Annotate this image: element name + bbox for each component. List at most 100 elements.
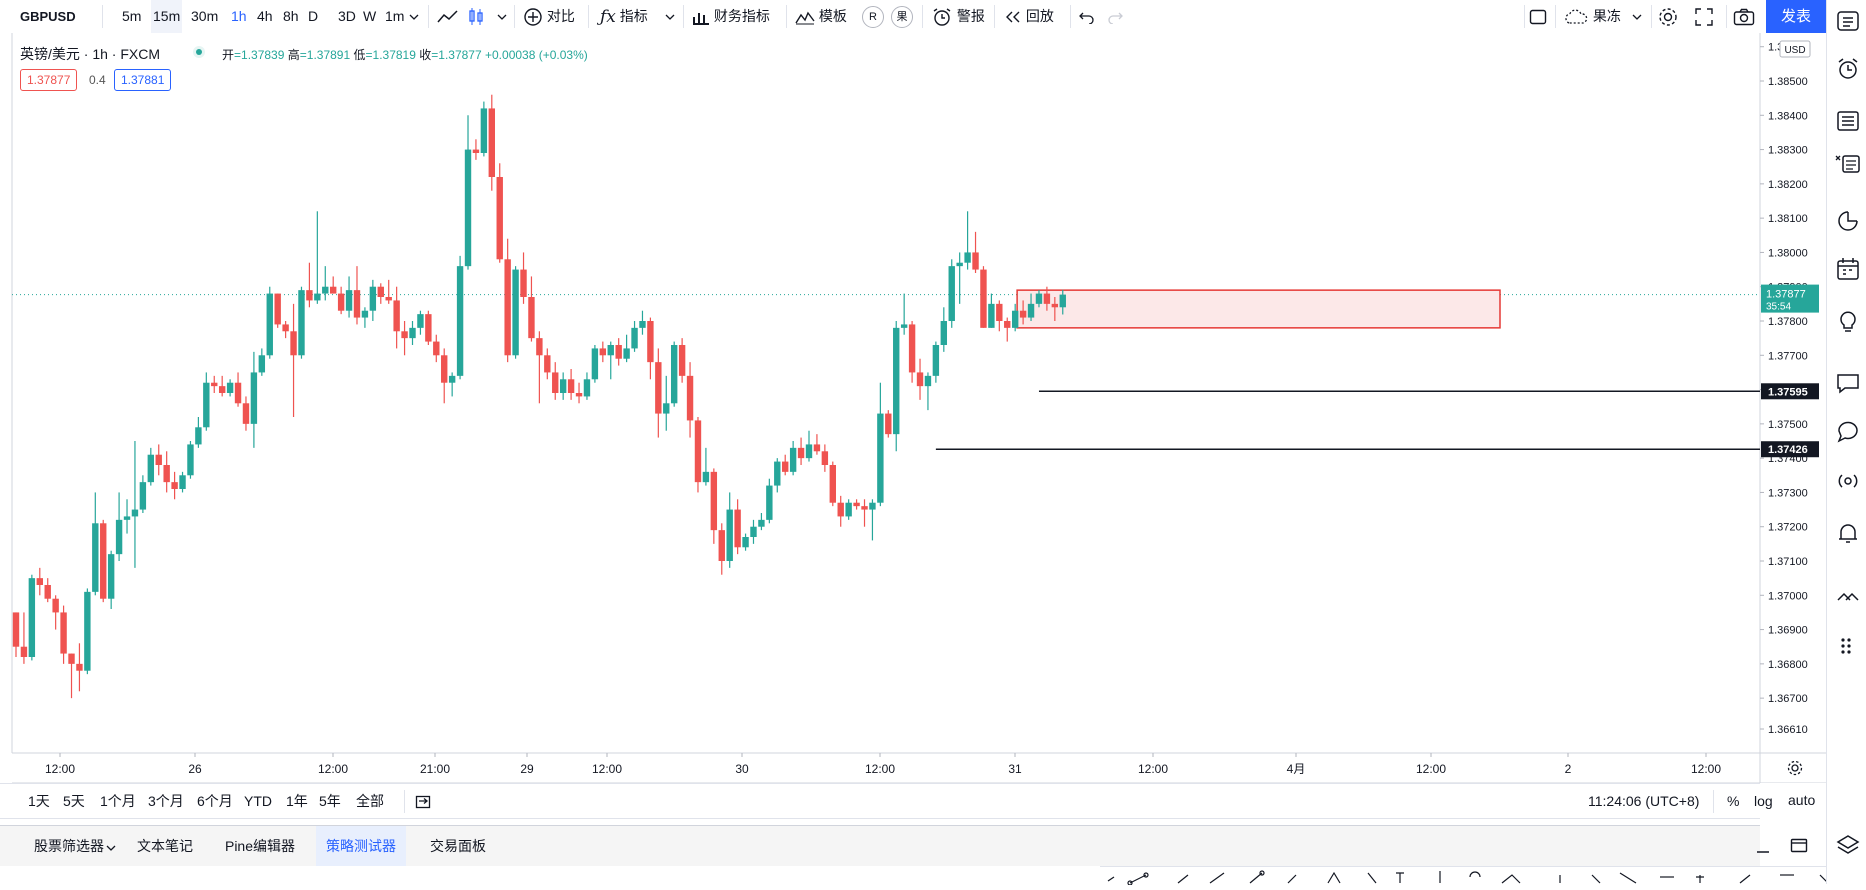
candle-body: [464, 149, 472, 267]
candle-body: [797, 447, 805, 459]
range-2[interactable]: 1个月: [100, 793, 136, 809]
range-6[interactable]: 1年: [286, 793, 308, 809]
interval-30m[interactable]: 30m: [191, 8, 219, 24]
line-chart-type-button[interactable]: [437, 0, 459, 33]
notifications-bell-icon[interactable]: [1835, 520, 1861, 546]
sell-price[interactable]: 1.37877: [20, 69, 78, 91]
line-price-badge: [1761, 383, 1819, 400]
candle-body: [988, 303, 995, 328]
drag-handle-icon[interactable]: [1835, 634, 1861, 660]
watchlist-icon[interactable]: [1835, 8, 1861, 34]
fullscreen-toggle-button[interactable]: [1529, 0, 1547, 33]
log-scale-toggle[interactable]: log: [1754, 793, 1773, 809]
maximize-panel-button[interactable]: [1790, 825, 1808, 865]
goto-date-button[interactable]: [415, 784, 433, 818]
range-5[interactable]: YTD: [244, 793, 272, 809]
right-sidebar: [1826, 0, 1866, 884]
chevron-down-icon: [409, 14, 419, 21]
layers-icon[interactable]: [1835, 832, 1861, 858]
chart-legend-title[interactable]: 英镑/美元 · 1h · FXCM: [20, 46, 161, 62]
ohlc-values: 开=1.37839 高=1.37891 低=1.37819 收=1.37877 …: [222, 46, 588, 63]
chat-icon[interactable]: [1835, 370, 1861, 396]
range-3[interactable]: 3个月: [148, 793, 184, 809]
candle-body: [496, 177, 503, 260]
layout-dropdown[interactable]: [1632, 0, 1642, 33]
range-4[interactable]: 6个月: [197, 793, 233, 809]
candle-body: [52, 598, 59, 613]
interval-W[interactable]: W: [363, 8, 377, 24]
tab-3[interactable]: 策略测试器: [316, 826, 406, 866]
minimize-panel-button[interactable]: [1755, 826, 1771, 866]
time-axis-label: 2: [1565, 762, 1572, 776]
indicators-dropdown[interactable]: [665, 0, 675, 33]
buy-price[interactable]: 1.37881: [114, 69, 172, 91]
range-8[interactable]: 全部: [356, 793, 384, 809]
layout-button[interactable]: 果冻: [1563, 0, 1621, 33]
result-button[interactable]: 果: [891, 6, 913, 28]
news-icon[interactable]: [1835, 108, 1861, 134]
fullscreen-button[interactable]: [1695, 0, 1713, 33]
candle-body: [377, 286, 384, 297]
redo-button[interactable]: [1106, 0, 1124, 33]
percent-scale-toggle[interactable]: %: [1727, 793, 1740, 809]
price-chart[interactable]: 1.386001.385001.384001.383001.382001.381…: [0, 33, 1826, 783]
replay-button[interactable]: 回放: [1004, 0, 1054, 33]
chart-type-dropdown[interactable]: [497, 0, 507, 33]
symbol-search[interactable]: GBPUSD: [20, 9, 76, 24]
currency-badge[interactable]: [1779, 40, 1811, 58]
compare-button[interactable]: 对比: [523, 0, 575, 33]
time-axis-label: 12:00: [1691, 762, 1721, 776]
gear-icon[interactable]: [1787, 760, 1803, 776]
range-7[interactable]: 5年: [319, 793, 341, 809]
interval-3D[interactable]: 3D: [338, 8, 356, 24]
interval-D[interactable]: D: [308, 8, 319, 24]
replay-label: 回放: [1025, 8, 1054, 24]
indicators-button[interactable]: ƒx 指标: [600, 0, 648, 33]
publish-button[interactable]: 发表: [1766, 0, 1826, 33]
tab-4[interactable]: 交易面板: [430, 838, 486, 854]
divider: [1713, 790, 1714, 813]
candle-body: [123, 516, 131, 520]
data-window-icon[interactable]: [1835, 150, 1861, 176]
r-button[interactable]: R: [862, 6, 884, 28]
tab-1[interactable]: 文本笔记: [137, 838, 193, 854]
screenshot-button[interactable]: [1733, 0, 1755, 33]
chevron-down-icon[interactable]: [106, 840, 116, 858]
hotlist-icon[interactable]: [1835, 208, 1861, 234]
calendar-icon[interactable]: [1835, 256, 1861, 282]
undo-button[interactable]: [1078, 0, 1096, 33]
streams-icon[interactable]: [1835, 468, 1861, 494]
ideas-lightbulb-icon[interactable]: [1835, 308, 1861, 334]
interval-dropdown[interactable]: [409, 0, 419, 33]
clock-timezone[interactable]: 11:24:06 (UTC+8): [1588, 793, 1700, 809]
candle-body: [369, 286, 377, 311]
candle-body: [345, 290, 353, 311]
tab-2[interactable]: Pine编辑器: [224, 838, 296, 854]
candle-body: [314, 293, 321, 301]
alarm-clock-icon[interactable]: [1835, 56, 1861, 82]
spread-value: 0.4: [89, 73, 106, 87]
interval-4h[interactable]: 4h: [257, 8, 273, 24]
square-icon: [1529, 10, 1547, 25]
alert-button[interactable]: 警报: [931, 0, 985, 33]
candle-chart-type-button[interactable]: [468, 0, 484, 33]
settings-button[interactable]: [1657, 0, 1679, 33]
plus-circle-icon: [524, 8, 542, 26]
market-status-icon: [193, 46, 205, 58]
highlight-rectangle[interactable]: [1016, 289, 1501, 329]
chat-bubble-icon[interactable]: [1835, 418, 1861, 444]
last-price-badge: [1761, 284, 1819, 313]
range-1[interactable]: 5天: [63, 793, 85, 809]
auto-scale-toggle[interactable]: auto: [1788, 792, 1816, 808]
range-0[interactable]: 1天: [28, 793, 50, 809]
templates-button[interactable]: 模板: [795, 0, 847, 33]
candle-body: [1011, 310, 1019, 328]
interval-1m[interactable]: 1m: [385, 8, 405, 24]
tab-0[interactable]: 股票筛选器: [34, 838, 104, 854]
chevrons-icon[interactable]: [1835, 586, 1861, 612]
interval-1h[interactable]: 1h: [231, 8, 247, 24]
interval-8h[interactable]: 8h: [283, 8, 299, 24]
financials-button[interactable]: 财务指标: [692, 0, 770, 33]
interval-5m[interactable]: 5m: [122, 8, 142, 24]
interval-15m[interactable]: 15m: [151, 0, 183, 33]
